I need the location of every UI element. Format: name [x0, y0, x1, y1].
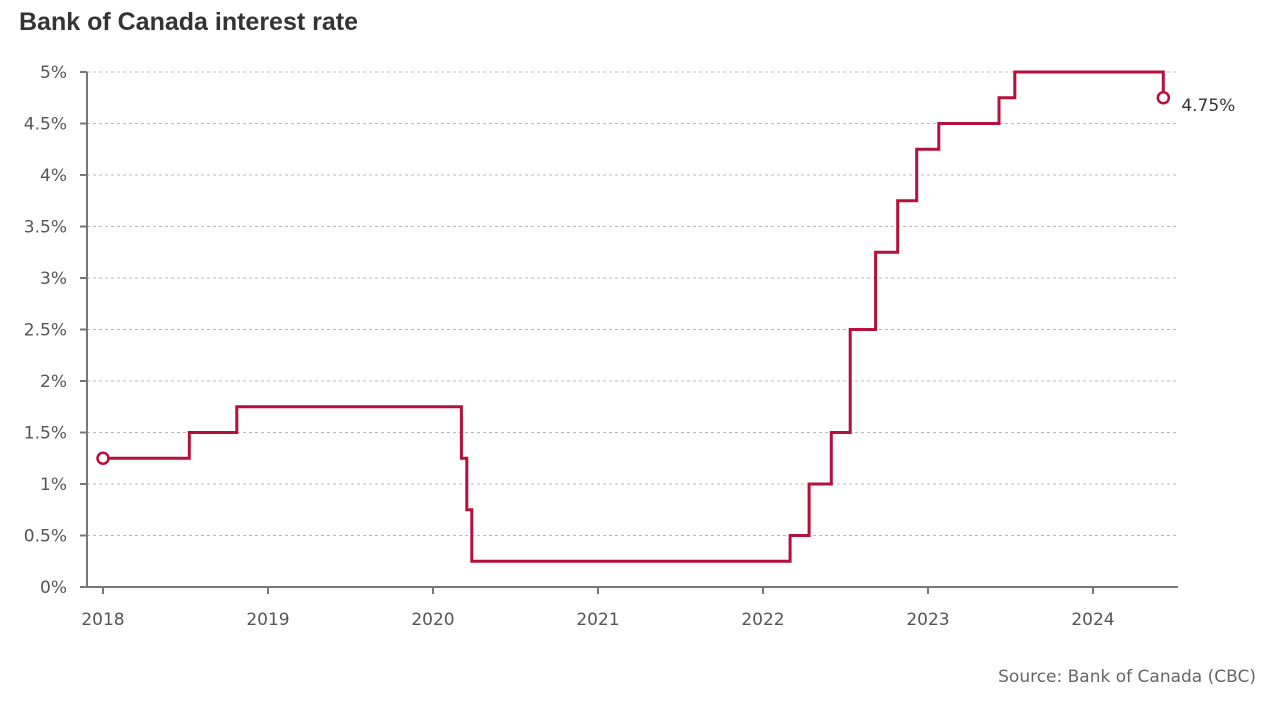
y-tick-label: 4%	[40, 166, 67, 186]
x-tick-label: 2023	[906, 610, 949, 630]
markers: 4.75%	[96, 91, 1235, 465]
x-tick-label: 2020	[411, 610, 454, 630]
y-tick-label: 3.5%	[24, 218, 67, 238]
y-tick-label: 1%	[40, 475, 67, 495]
x-tick-label: 2022	[741, 610, 784, 630]
end-point-marker	[1156, 91, 1171, 105]
x-tick-label: 2024	[1071, 610, 1114, 630]
chart-title: Bank of Canada interest rate	[19, 8, 358, 36]
x-tick-label: 2019	[246, 610, 289, 630]
end-value-label: 4.75%	[1181, 96, 1235, 116]
y-tick-label: 2%	[40, 372, 67, 392]
start-point-marker	[96, 451, 110, 465]
series-group	[103, 70, 1165, 563]
axes	[80, 72, 1178, 588]
y-tick-label: 5%	[40, 63, 67, 83]
y-tick-label: 1.5%	[24, 424, 67, 444]
y-tick-labels: 0% 0.5% 1% 1.5% 2% 2.5% 3% 3.5% 4% 4.5% 5%	[24, 63, 67, 598]
x-tick-label: 2021	[576, 610, 619, 630]
x-tick-labels: 2018 2019 2020 2021 2022 2023 2024	[81, 610, 1114, 630]
y-tick-label: 0%	[40, 578, 67, 598]
x-tick-label: 2018	[81, 610, 124, 630]
y-tick-label: 4.5%	[24, 115, 67, 135]
rate-step-line	[103, 70, 1165, 563]
gridlines	[80, 71, 1178, 594]
source-note: Source: Bank of Canada (CBC)	[998, 667, 1256, 687]
y-tick-label: 3%	[40, 269, 67, 289]
y-tick-label: 2.5%	[24, 321, 67, 341]
y-tick-label: 0.5%	[24, 527, 67, 547]
